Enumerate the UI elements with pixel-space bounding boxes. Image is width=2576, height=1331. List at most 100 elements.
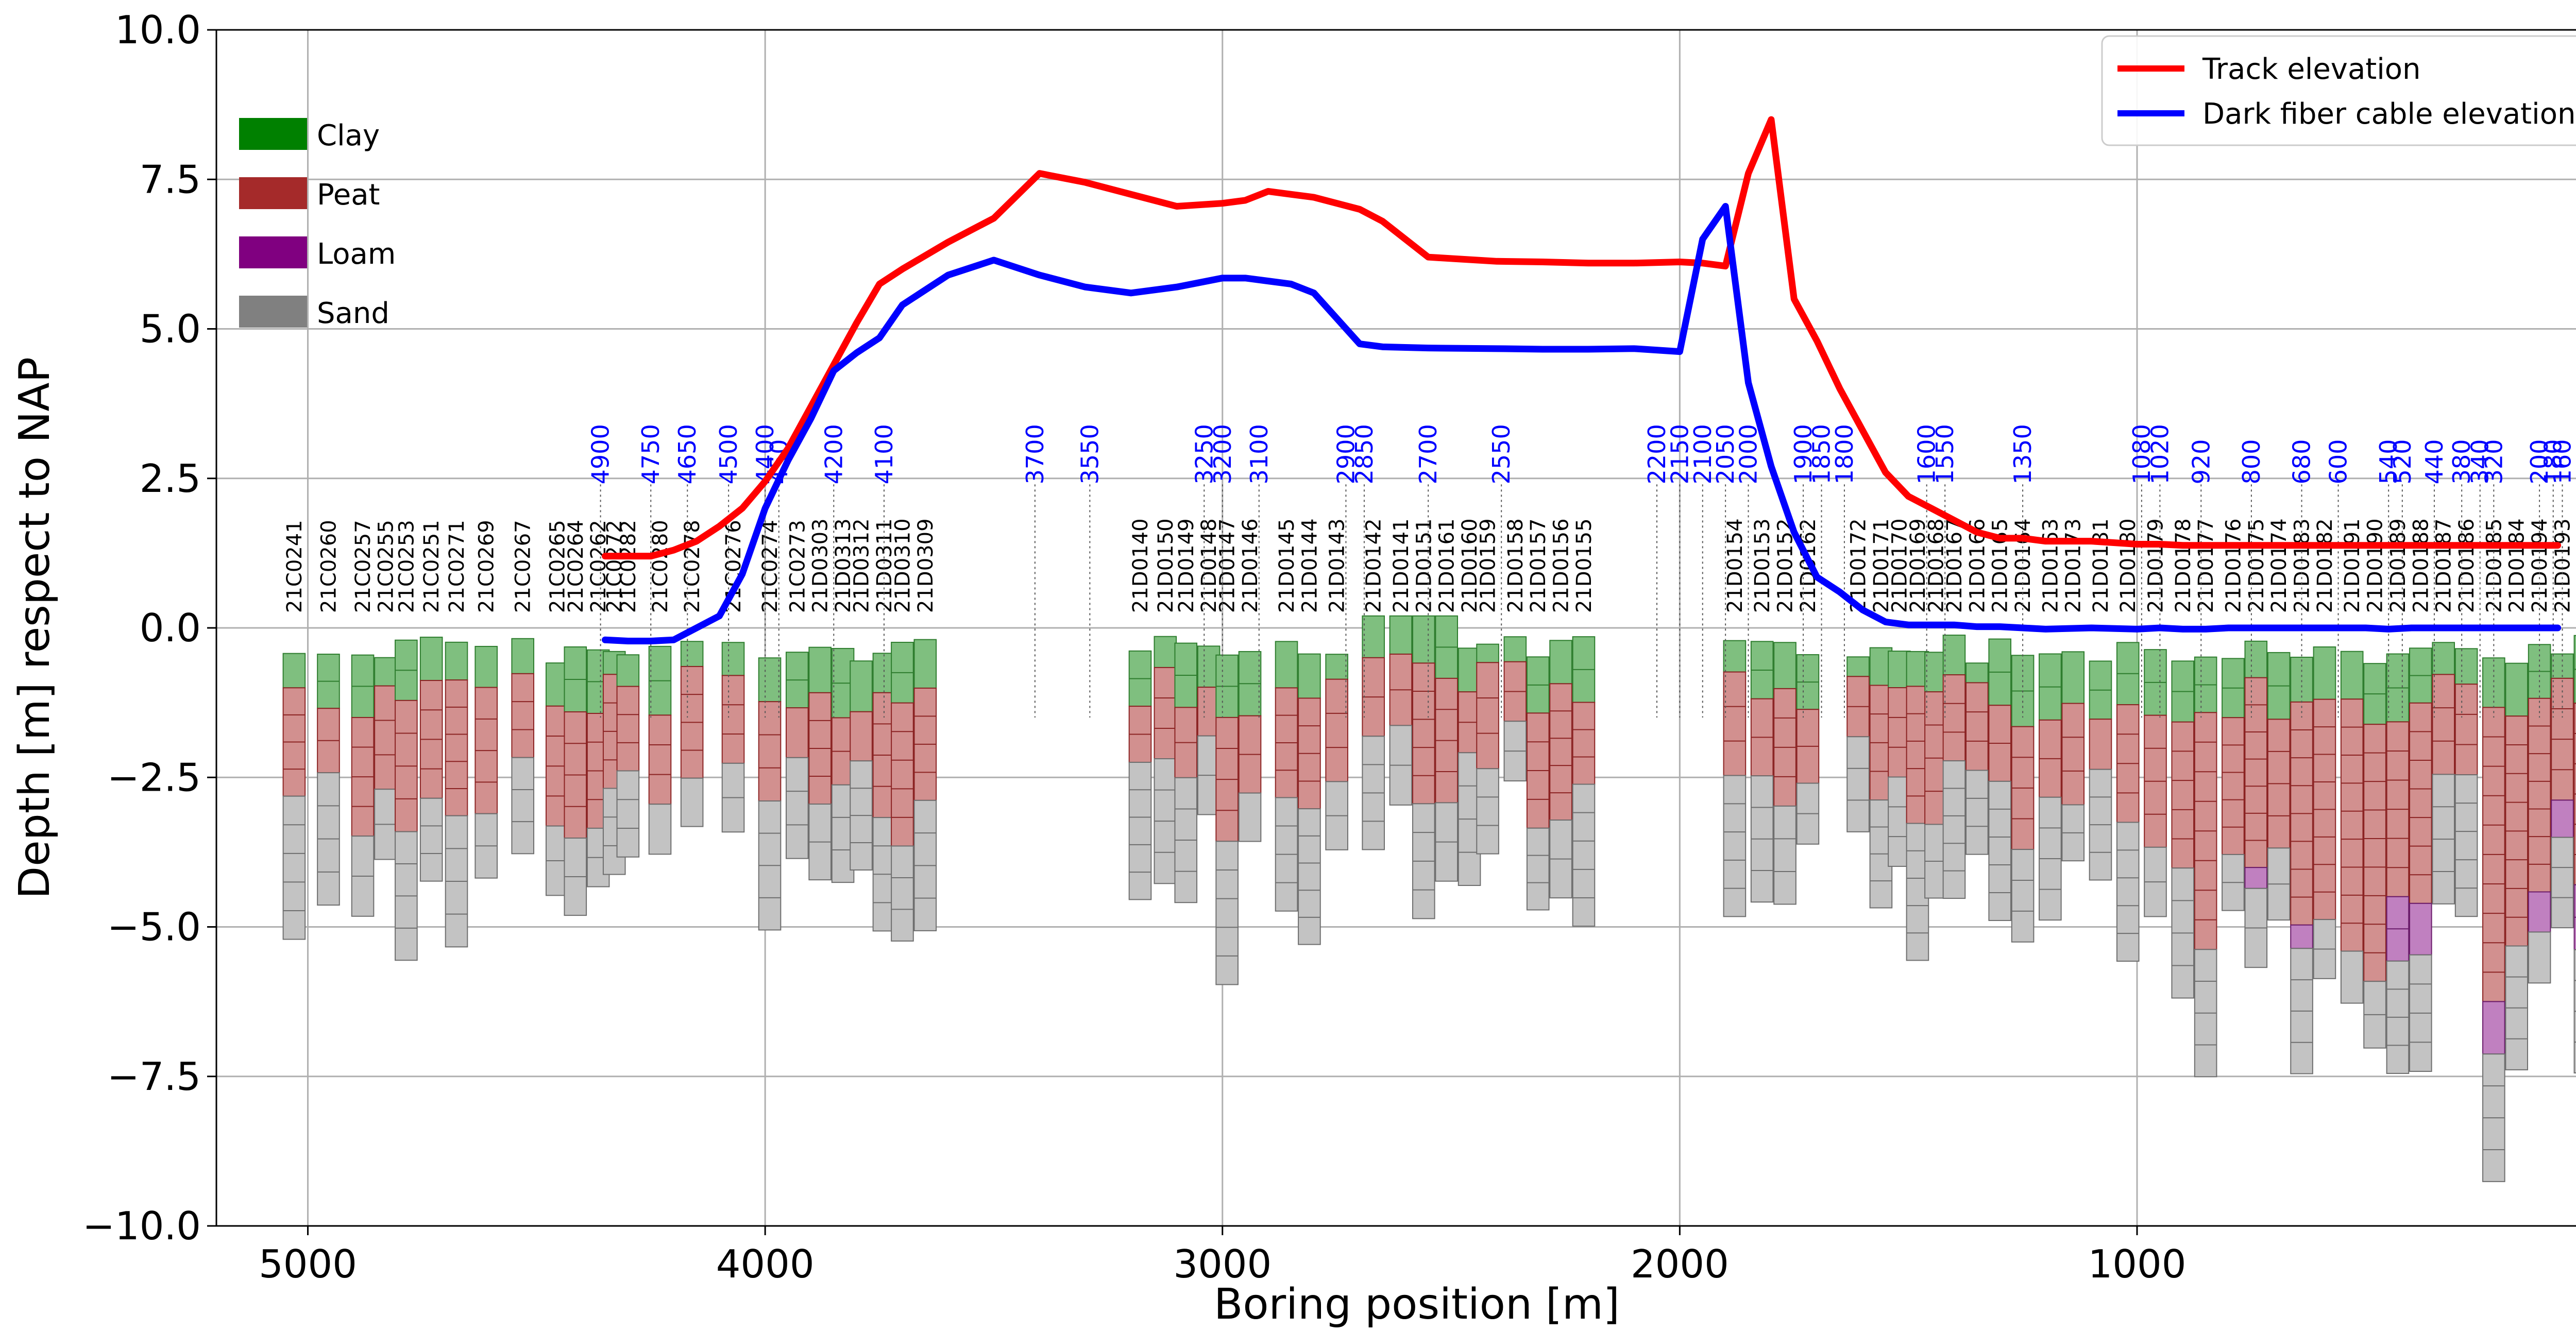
- boring-column: 21D0191: [2340, 518, 2364, 1004]
- boring-id-label: 21D0187: [2432, 518, 2456, 613]
- chainage-marker: 1350: [2009, 424, 2037, 718]
- boring-id-label: 21D0183: [2291, 518, 2314, 613]
- boring-id-label: 21C0265: [546, 520, 569, 613]
- peat-layer: [721, 675, 745, 764]
- boring-id-label: 21D0173: [2062, 518, 2086, 613]
- clay-layer: [282, 653, 306, 689]
- chainage-label: 200: [2526, 439, 2553, 485]
- clay-layer: [2505, 662, 2529, 717]
- chainage-label: 1020: [2146, 424, 2174, 484]
- soil-label: Loam: [317, 237, 396, 271]
- boring-id-label: 21D0150: [1154, 518, 1178, 613]
- x-tick-label: 3000: [1173, 1241, 1272, 1287]
- chainage-label: 540: [2375, 439, 2402, 485]
- chainage-label: 4200: [820, 424, 848, 484]
- peat-layer: [1549, 683, 1572, 821]
- chainage-marker: 1080: [2128, 424, 2156, 718]
- boring-column: 21D0180: [2116, 518, 2140, 962]
- peat-layer: [1965, 682, 1989, 771]
- y-axis-label: Depth [m] respect to NAP: [10, 357, 59, 899]
- x-tick-label: 2000: [1631, 1241, 1729, 1287]
- boring-id-label: 21D0174: [2267, 518, 2291, 613]
- boring-column: 21D0153: [1750, 518, 1774, 903]
- boring-column: 21D0193: [2551, 518, 2574, 929]
- chainage-label: 1800: [1831, 424, 1858, 484]
- boring-id-label: 21D0194: [2528, 518, 2552, 613]
- chainage-label: 4750: [637, 424, 665, 484]
- elevation-lines: [601, 116, 2562, 645]
- peat-layer: [1723, 671, 1747, 776]
- chainage-marker: 1800: [1831, 424, 1858, 718]
- boring-column: 21D0161: [1435, 518, 1459, 882]
- boring-column: 21D0186: [2454, 518, 2479, 917]
- y-tick-label: −10.0: [82, 1203, 201, 1249]
- boring-column: 21C0271: [445, 520, 469, 948]
- boring-id-label: 21D0203: [2574, 518, 2576, 613]
- chainage-label: 800: [2238, 439, 2265, 485]
- sand-layer: [1215, 841, 1239, 985]
- boring-id-label: 21D0182: [2313, 518, 2337, 613]
- chainage-label: 2550: [1487, 424, 1515, 484]
- boring-id-label: 21D0180: [2116, 518, 2140, 613]
- chainage-marker: 1550: [1931, 424, 1959, 718]
- clay-layer: [1476, 643, 1499, 663]
- boring-id-label: 21D0179: [2144, 518, 2168, 613]
- chainage-label: 440: [2420, 439, 2448, 485]
- x-tick-label: 4000: [716, 1241, 815, 1287]
- boring-id-label: 21D0191: [2341, 518, 2364, 613]
- boring-id-label: 21C0282: [617, 520, 640, 613]
- boring-id-label: 21D0154: [1723, 518, 1747, 613]
- chainage-label: 340: [2466, 439, 2494, 485]
- sand-layer: [1723, 775, 1747, 917]
- boring-id-label: 21D0303: [809, 518, 833, 613]
- peat-layer: [616, 686, 640, 772]
- boring-column: 21D0303: [808, 518, 833, 881]
- chainage-marker: 2550: [1487, 424, 1515, 718]
- boring-column: 21D0164: [2011, 518, 2035, 943]
- chainage-label: 2700: [1414, 424, 1442, 484]
- boring-column: 21D0141: [1389, 518, 1413, 806]
- chainage-marker: 2200: [1643, 424, 1671, 718]
- boring-column: 21D0146: [1238, 518, 1262, 842]
- sand-layer: [785, 757, 809, 859]
- boring-column: 21C0260: [317, 520, 341, 906]
- peat-layer: [2454, 684, 2478, 776]
- y-tick-label: 10.0: [115, 7, 201, 53]
- chainage-label: 1600: [1913, 424, 1941, 484]
- peat-layer: [1476, 662, 1499, 770]
- peat-layer: [2244, 677, 2268, 868]
- loam-layer: [2482, 1001, 2505, 1055]
- boring-column: 21C0251: [419, 520, 444, 882]
- clay-layer: [1412, 615, 1435, 664]
- chainage-marker: 4200: [820, 424, 848, 718]
- boring-column: 21C0278: [680, 520, 704, 827]
- boring-column: 21C0257: [351, 520, 375, 917]
- sand-layer: [419, 797, 443, 882]
- clay-layer: [1325, 654, 1348, 680]
- legend-label: Dark fiber cable elevation: [2202, 97, 2575, 131]
- sand-layer: [891, 845, 914, 942]
- boring-column: 21D0177: [2194, 518, 2218, 1078]
- boring-column: 21D0194: [2528, 518, 2552, 984]
- peat-layer: [2432, 674, 2455, 775]
- boring-column: 21D0145: [1275, 518, 1299, 912]
- boring-column: 21D0140: [1128, 518, 1153, 900]
- clay-layer: [680, 641, 704, 667]
- chainage-marker: 2150: [1666, 424, 1693, 718]
- chainage-label: 1080: [2128, 424, 2156, 484]
- peat-layer: [2340, 698, 2364, 952]
- chainage-marker: 4900: [587, 424, 615, 718]
- sand-layer: [2340, 950, 2364, 1004]
- clay-layer: [374, 657, 397, 687]
- clay-layer: [1275, 641, 1298, 689]
- y-tick-label: 0.0: [140, 605, 201, 651]
- clay-layer: [1389, 615, 1413, 655]
- peat-layer: [1572, 702, 1596, 785]
- chainage-label: 3700: [1021, 424, 1049, 484]
- boring-id-label: 21D0170: [1888, 518, 1911, 613]
- boring-id-label: 21D0193: [2551, 518, 2574, 613]
- sand-layer: [1476, 768, 1499, 855]
- boring-id-label: 21C0267: [512, 520, 535, 613]
- sand-layer: [1965, 770, 1989, 855]
